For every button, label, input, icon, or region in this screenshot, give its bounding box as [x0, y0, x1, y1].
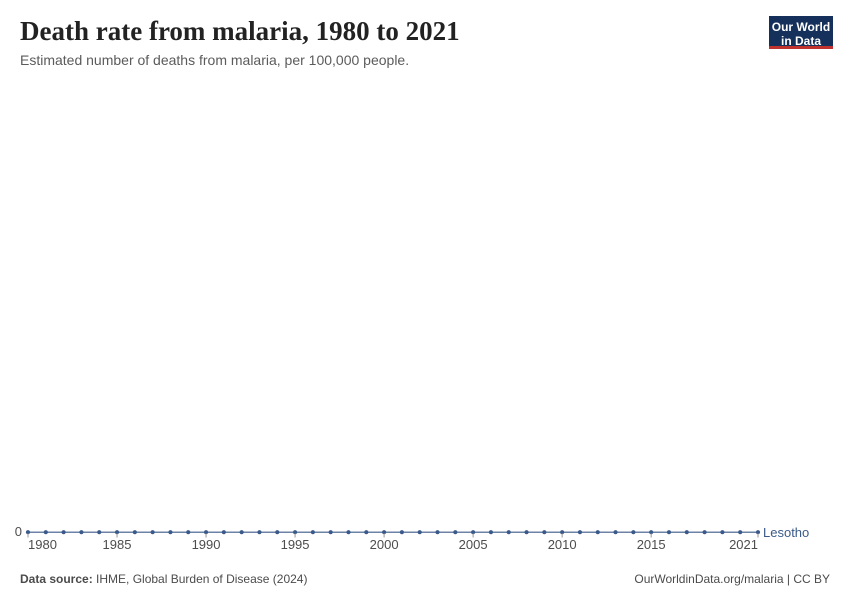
svg-text:2000: 2000 — [370, 537, 399, 552]
svg-text:2005: 2005 — [459, 537, 488, 552]
svg-text:0: 0 — [15, 524, 22, 539]
svg-text:1985: 1985 — [103, 537, 132, 552]
svg-text:1980: 1980 — [28, 537, 57, 552]
svg-text:2015: 2015 — [637, 537, 666, 552]
svg-text:1995: 1995 — [281, 537, 310, 552]
svg-text:2021: 2021 — [729, 537, 758, 552]
svg-text:2010: 2010 — [548, 537, 577, 552]
svg-text:Lesotho: Lesotho — [763, 525, 809, 540]
svg-text:1990: 1990 — [192, 537, 221, 552]
